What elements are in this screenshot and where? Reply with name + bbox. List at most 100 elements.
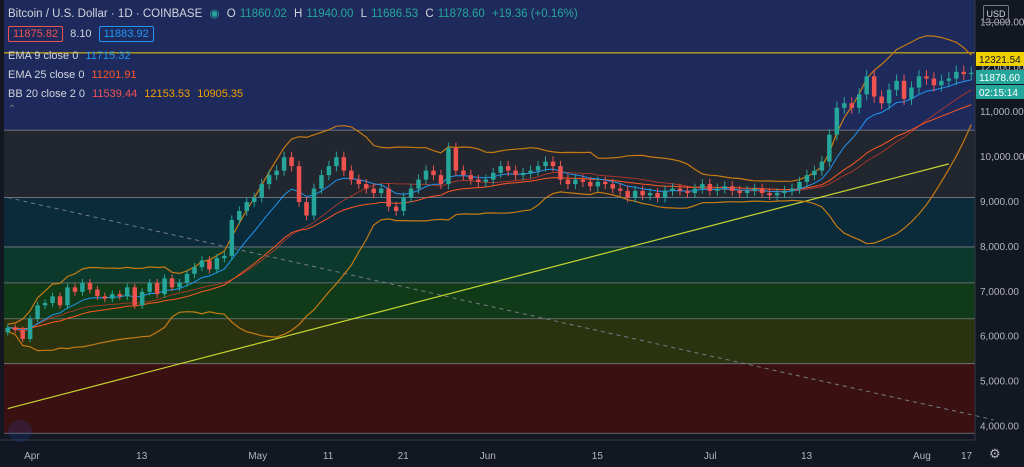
candle-body [378, 188, 384, 194]
candle-body [57, 296, 63, 306]
candle-body [707, 184, 713, 191]
candle [356, 174, 362, 190]
candle-body [580, 179, 586, 182]
candle-body [774, 193, 780, 196]
candle [588, 176, 593, 192]
candle-body [154, 282, 160, 295]
candle [573, 174, 578, 190]
close-value: 11878.60 [437, 8, 485, 20]
candle [125, 283, 130, 301]
candle-body [12, 327, 18, 330]
candle [393, 201, 399, 216]
candle-body [961, 71, 967, 75]
candle [408, 183, 414, 203]
candle-body [543, 161, 548, 167]
candle [819, 156, 825, 176]
candle-body [849, 103, 854, 108]
candle-body [453, 148, 459, 171]
candle [401, 192, 406, 216]
x-tick-label: Jun [480, 451, 496, 462]
candle [580, 174, 586, 187]
candle [169, 274, 175, 292]
candle [505, 160, 511, 176]
bb-legend[interactable]: BB 20 close 2 0 11539.44 12153.53 10905.… [8, 88, 244, 100]
candle-body [184, 273, 190, 283]
candle-body [871, 76, 877, 97]
candle [214, 253, 220, 274]
candle [909, 81, 914, 105]
candle-body [685, 190, 690, 194]
candle-body [909, 87, 914, 99]
ema9-legend[interactable]: EMA 9 close 0 11715.32 [8, 50, 131, 62]
candle-body [237, 211, 242, 220]
candle [222, 251, 227, 263]
y-tick-label: 6,000.00 [980, 332, 1019, 343]
candle [498, 160, 503, 179]
countdown-tag-bg [976, 85, 1024, 99]
candle-body [214, 258, 220, 270]
candle-body [722, 186, 728, 189]
candle-body [468, 175, 474, 180]
x-tick-label: 13 [136, 451, 148, 462]
time-axis: Apr 13 May 11 21 Jun 15 Jul 13 Aug 17 [0, 439, 975, 462]
y-tick-label: 5,000.00 [980, 377, 1019, 388]
candle-body [446, 148, 451, 185]
candle [789, 183, 795, 196]
candle [20, 326, 25, 343]
candle-body [266, 175, 272, 185]
y-tick-label: 7,000.00 [980, 287, 1019, 298]
candle-body [812, 170, 817, 176]
candle-body [864, 76, 869, 95]
candle [259, 179, 264, 203]
candle-body [535, 166, 541, 171]
candle-body [72, 287, 78, 292]
candle-body [730, 186, 735, 191]
candle [856, 88, 862, 114]
candle [251, 192, 257, 207]
candle-body [5, 327, 10, 333]
fib-zone-5 [4, 318, 975, 364]
candle-body [737, 190, 742, 194]
candle [371, 183, 376, 199]
candle [72, 283, 78, 296]
currency-label[interactable]: USD [983, 5, 1009, 23]
tradingview-logo [8, 420, 32, 442]
candle-body [759, 188, 765, 194]
dashed-trend-line [7, 197, 994, 421]
candle [117, 290, 123, 301]
candle-body [408, 188, 414, 198]
ema25-legend[interactable]: EMA 25 close 0 11201.91 [8, 69, 137, 81]
candle-body [162, 278, 167, 295]
candle-body [879, 96, 884, 104]
candle-body [110, 294, 115, 299]
high-value: 11940.00 [306, 8, 354, 20]
candle [528, 165, 533, 179]
candle-body [423, 170, 429, 180]
candle [378, 183, 384, 199]
open-value: 11860.02 [239, 8, 287, 20]
candle [625, 185, 630, 203]
candle [632, 185, 638, 203]
candle-body [139, 291, 145, 306]
buy-button[interactable]: 11883.92 [98, 26, 154, 42]
gear-icon[interactable]: ⚙ [989, 446, 1001, 461]
candle [954, 65, 959, 85]
symbol-header: Bitcoin / U.S. Dollar · 1D · COINBASE ◉ … [8, 8, 578, 20]
candle-body [80, 282, 85, 292]
candle-body [886, 89, 892, 104]
candle-body [603, 181, 608, 185]
sell-button[interactable]: 11875.82 [8, 26, 64, 42]
candle [603, 176, 608, 190]
candle [386, 183, 391, 212]
candle [550, 156, 556, 172]
candle [281, 151, 287, 176]
candle-body [744, 190, 750, 194]
collapse-legend-icon[interactable]: ⌃ [8, 104, 17, 115]
candle-body [505, 166, 511, 171]
candle-body [229, 220, 235, 256]
candle [595, 176, 601, 192]
candle [767, 188, 772, 201]
candle [730, 181, 735, 196]
candle-body [341, 157, 347, 171]
